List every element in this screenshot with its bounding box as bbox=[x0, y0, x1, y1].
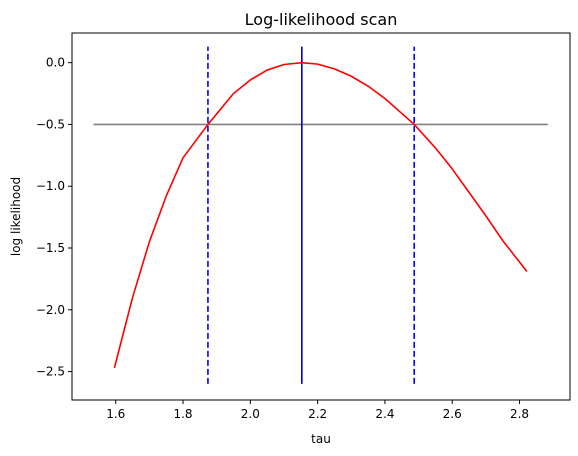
x-tick-label: 2.4 bbox=[375, 407, 394, 421]
x-axis-title: tau bbox=[311, 432, 331, 446]
y-tick-label: −0.5 bbox=[36, 117, 65, 131]
x-tick-label: 1.6 bbox=[106, 407, 125, 421]
y-tick-label: −2.0 bbox=[36, 303, 65, 317]
y-tick-label: −1.0 bbox=[36, 179, 65, 193]
x-tick-label: 2.0 bbox=[241, 407, 260, 421]
y-tick-label: −1.5 bbox=[36, 241, 65, 255]
x-tick-label: 1.8 bbox=[173, 407, 192, 421]
x-tick-label: 2.2 bbox=[308, 407, 327, 421]
plot-area bbox=[72, 33, 570, 400]
y-tick-label: 0.0 bbox=[46, 56, 65, 70]
series-line-1 bbox=[113, 61, 528, 369]
y-axis-ticks: 0.0 −0.5 −1.0 −1.5 −2.0 −2.5 bbox=[36, 56, 72, 379]
chart-title: Log-likelihood scan bbox=[245, 10, 398, 29]
chart-marks bbox=[93, 46, 548, 384]
plot-frame bbox=[71, 32, 571, 401]
x-tick-label: 2.6 bbox=[443, 407, 462, 421]
y-axis-title: log likelihood bbox=[9, 177, 23, 256]
x-tick-label: 2.8 bbox=[510, 407, 529, 421]
y-tick-label: −2.5 bbox=[36, 365, 65, 379]
x-axis-ticks: 1.6 1.8 2.0 2.2 2.4 2.6 2.8 bbox=[106, 400, 529, 421]
